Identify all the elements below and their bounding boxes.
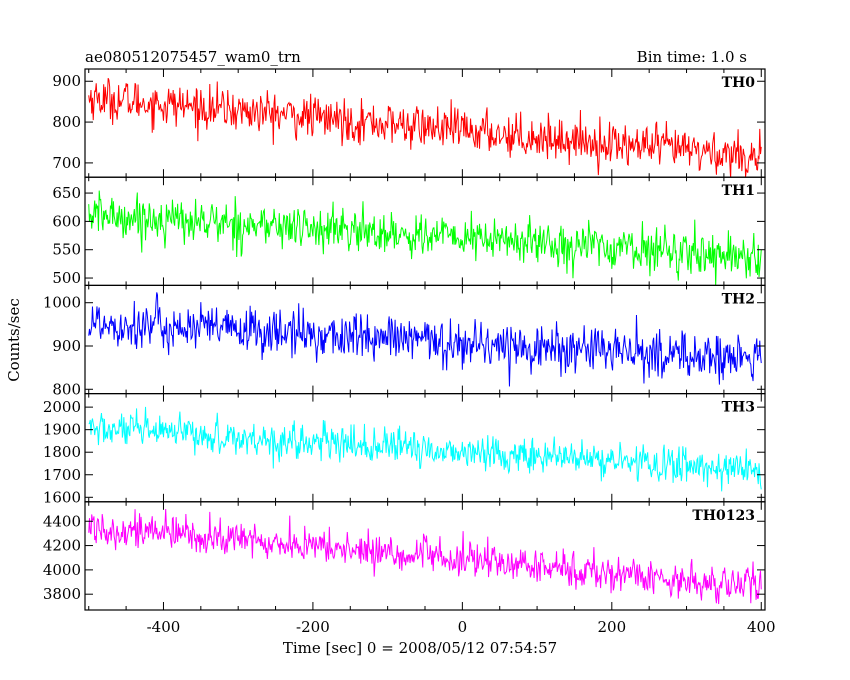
x-tick-label: 200 [597,618,626,636]
x-axis-title: Time [sec] 0 = 2008/05/12 07:54:57 [283,639,557,657]
series-th0 [88,77,762,178]
x-tick-label: 400 [747,618,776,636]
panel-th3: 1600 1700 1800 1900 2000 TH3 [43,393,766,506]
y-tick-label: 2000 [43,398,81,416]
x-tick-label: -400 [147,618,181,636]
y-axis-title: Counts/sec [5,298,23,382]
y-tick-label: 650 [52,184,81,202]
chart-title: ae080512075457_wam0_trn [85,48,301,66]
y-tick-label: 800 [52,380,81,398]
y-tick-label: 1900 [43,421,81,439]
panel-th0123: 3800 4000 4200 4400 TH0123 [43,501,766,611]
panels-group: 700 800 900 TH0 500 550 600 650 TH1 800 900 1000 TH2… [43,68,766,611]
y-tick-label: 600 [52,212,81,230]
panel-label: TH2 [722,291,755,307]
panel-frame [84,393,766,503]
series-th2 [88,292,762,387]
y-tick-label: 3800 [43,585,81,603]
panel-th2: 800 900 1000 TH2 [43,284,766,398]
y-tick-label: 550 [52,241,81,259]
x-tick-label: -200 [296,618,330,636]
x-tick-label: 0 [458,618,468,636]
y-tick-label: 500 [52,269,81,287]
panel-th0: 700 800 900 TH0 [52,68,766,178]
panel-frame [84,501,766,611]
y-tick-label: 4200 [43,537,81,555]
y-tick-label: 900 [52,72,81,90]
y-tick-label: 1800 [43,443,81,461]
y-tick-label: 800 [52,113,81,131]
panel-label: TH3 [722,400,755,416]
y-tick-label: 4400 [43,512,81,530]
series-th3 [88,406,762,492]
x-axis: -400 -200 0 200 400 [147,618,776,636]
series-th1 [88,190,762,286]
y-tick-label: 1600 [43,488,81,506]
y-tick-label: 4000 [43,561,81,579]
bin-time-label: Bin time: 1.0 s [637,48,747,66]
y-tick-label: 700 [52,154,81,172]
panel-label: TH0123 [692,508,755,524]
panel-label: TH0 [722,75,756,91]
panel-th1: 500 550 600 650 TH1 [52,176,766,287]
y-tick-label: 1700 [43,466,81,484]
series-th0123 [88,509,762,605]
panel-label: TH1 [722,183,755,199]
y-tick-label: 1000 [43,294,81,312]
y-tick-label: 900 [52,337,81,355]
